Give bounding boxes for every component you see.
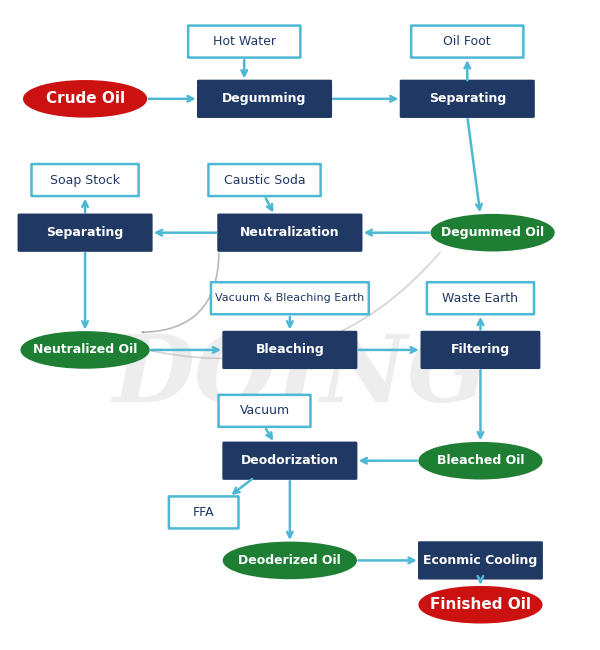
Text: Vacuum: Vacuum xyxy=(239,404,290,417)
Text: Bleaching: Bleaching xyxy=(256,343,324,356)
FancyBboxPatch shape xyxy=(188,25,301,58)
Text: Bleached Oil: Bleached Oil xyxy=(437,454,524,467)
Text: DOING: DOING xyxy=(112,331,488,421)
Text: Econmic Cooling: Econmic Cooling xyxy=(424,554,538,567)
Text: FFA: FFA xyxy=(193,506,215,519)
Text: Vacuum & Bleaching Earth: Vacuum & Bleaching Earth xyxy=(215,293,364,304)
FancyBboxPatch shape xyxy=(427,282,534,314)
FancyBboxPatch shape xyxy=(224,443,356,478)
Text: Finished Oil: Finished Oil xyxy=(430,597,531,612)
Text: Separating: Separating xyxy=(428,92,506,105)
Text: Hot Water: Hot Water xyxy=(213,35,276,48)
FancyBboxPatch shape xyxy=(411,25,523,58)
Ellipse shape xyxy=(419,587,541,622)
Text: Degummed Oil: Degummed Oil xyxy=(441,226,544,239)
FancyBboxPatch shape xyxy=(401,81,533,117)
FancyBboxPatch shape xyxy=(211,282,369,314)
FancyBboxPatch shape xyxy=(224,332,356,368)
Ellipse shape xyxy=(224,543,356,578)
Text: Waste Earth: Waste Earth xyxy=(442,292,518,305)
Text: Crude Oil: Crude Oil xyxy=(46,91,125,107)
Text: Degumming: Degumming xyxy=(223,92,307,105)
Text: Filtering: Filtering xyxy=(451,343,510,356)
Ellipse shape xyxy=(432,215,553,250)
FancyArrowPatch shape xyxy=(152,252,440,359)
FancyBboxPatch shape xyxy=(32,164,139,196)
FancyBboxPatch shape xyxy=(169,497,239,528)
FancyBboxPatch shape xyxy=(218,214,361,250)
Text: Deoderized Oil: Deoderized Oil xyxy=(238,554,341,567)
FancyArrowPatch shape xyxy=(142,253,219,333)
Text: Caustic Soda: Caustic Soda xyxy=(224,174,305,187)
FancyBboxPatch shape xyxy=(419,543,542,578)
FancyBboxPatch shape xyxy=(198,81,331,117)
Text: Deodorization: Deodorization xyxy=(241,454,339,467)
FancyBboxPatch shape xyxy=(422,332,539,368)
Text: Oil Foot: Oil Foot xyxy=(443,35,491,48)
FancyBboxPatch shape xyxy=(208,164,320,196)
Ellipse shape xyxy=(419,443,541,478)
Ellipse shape xyxy=(24,81,146,116)
Text: Neutralized Oil: Neutralized Oil xyxy=(33,343,137,356)
Text: Neutralization: Neutralization xyxy=(240,226,340,239)
FancyBboxPatch shape xyxy=(218,395,310,427)
Text: Separating: Separating xyxy=(46,226,124,239)
Ellipse shape xyxy=(22,332,148,367)
Text: Soap Stock: Soap Stock xyxy=(50,174,120,187)
FancyBboxPatch shape xyxy=(19,214,151,250)
